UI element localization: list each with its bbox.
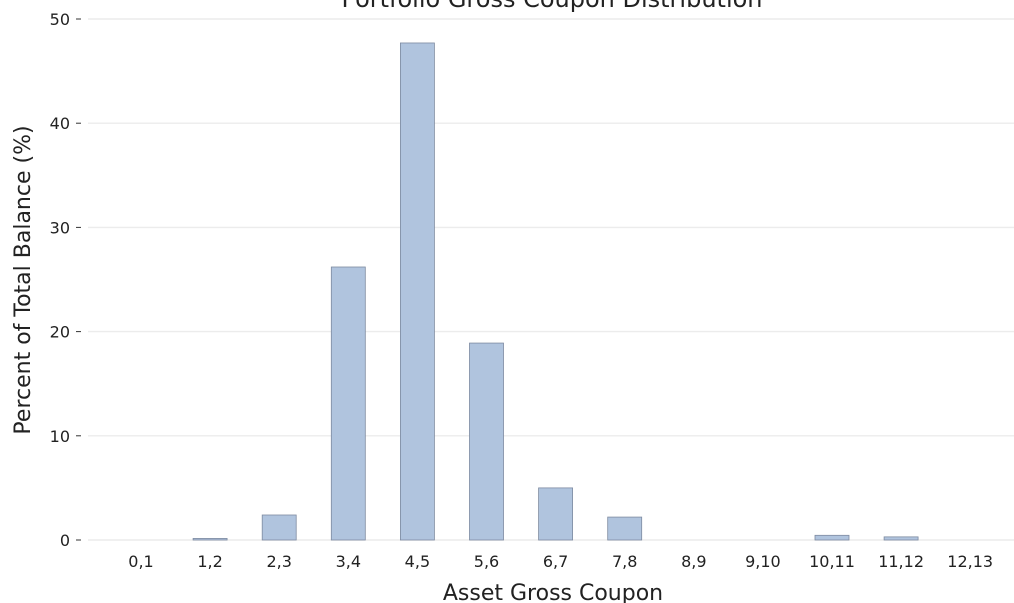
x-tick-label: 4,5 <box>405 552 430 571</box>
x-axis: 0,1 1,2 2,3 3,4 4,5 5,6 6,7 7,8 8,9 9,10 10,11 11,1… <box>128 552 993 571</box>
x-tick-label: 3,4 <box>336 552 361 571</box>
bar-4-5 <box>400 43 434 540</box>
bar-7-8 <box>608 517 642 540</box>
x-tick-label: 5,6 <box>474 552 499 571</box>
x-tick-label: 0,1 <box>128 552 153 571</box>
x-tick-label: 1,2 <box>197 552 222 571</box>
x-tick-label: 6,7 <box>543 552 568 571</box>
bar-6-7 <box>539 488 573 540</box>
x-tick-label: 11,12 <box>878 552 924 571</box>
chart-title: Portfolio Gross Coupon Distribution <box>341 0 762 13</box>
x-tick-label: 2,3 <box>266 552 291 571</box>
grid-lines <box>88 19 1014 540</box>
x-tick-label: 12,13 <box>947 552 993 571</box>
y-tick-label: 40 <box>50 114 70 133</box>
y-axis-label: Percent of Total Balance (%) <box>11 125 36 434</box>
y-tick-label: 50 <box>50 10 70 29</box>
bar-2-3 <box>262 515 296 540</box>
y-axis: 0 10 20 30 40 50 <box>50 10 81 550</box>
y-tick-label: 10 <box>50 427 70 446</box>
bar-5-6 <box>470 343 504 540</box>
y-tick-label: 0 <box>60 531 70 550</box>
x-tick-label: 8,9 <box>681 552 706 571</box>
y-tick-label: 30 <box>50 218 70 237</box>
bar-1-2 <box>193 538 227 540</box>
y-tick-label: 20 <box>50 323 70 342</box>
x-axis-label: Asset Gross Coupon <box>443 581 663 603</box>
x-tick-label: 10,11 <box>809 552 855 571</box>
bar-10-11 <box>815 535 849 540</box>
x-tick-label: 7,8 <box>612 552 637 571</box>
bars <box>193 43 918 540</box>
bar-11-12 <box>884 537 918 540</box>
bar-3-4 <box>331 267 365 540</box>
x-tick-label: 9,10 <box>745 552 781 571</box>
